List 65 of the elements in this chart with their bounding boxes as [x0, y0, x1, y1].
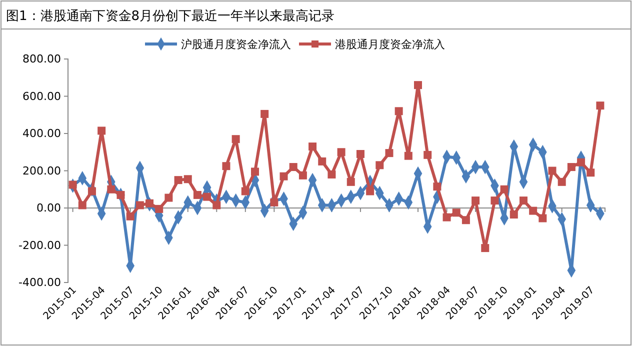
point [404, 152, 412, 160]
legend-label: 沪股通月度资金净流入 [181, 38, 291, 51]
point [260, 110, 269, 118]
point [298, 171, 307, 180]
point [510, 210, 518, 219]
y-tick-label: -200.00 [18, 238, 61, 252]
point [577, 158, 586, 166]
point [385, 149, 394, 158]
point [433, 182, 442, 191]
point [337, 148, 346, 156]
point [222, 162, 230, 170]
point [280, 172, 288, 180]
y-tick-label: 800.00 [22, 52, 61, 66]
point [136, 201, 144, 210]
point [270, 198, 278, 206]
chart-title: 图1：港股通南下资金8月份创下最近一年半以来最高记录 [6, 8, 335, 24]
point [548, 166, 556, 175]
point [98, 126, 106, 135]
point [232, 135, 240, 144]
point [529, 206, 538, 215]
point [442, 213, 451, 222]
legend-label: 港股通月度资金净流入 [335, 38, 445, 51]
point [184, 175, 192, 184]
point [567, 163, 576, 172]
point [376, 161, 384, 170]
point [414, 81, 422, 90]
point [328, 170, 336, 178]
y-tick-label: 400.00 [22, 127, 61, 140]
point [241, 187, 250, 196]
y-tick-label: 0.00 [36, 202, 61, 215]
point [308, 142, 317, 151]
point [356, 150, 364, 158]
point [212, 201, 221, 210]
point [126, 212, 134, 220]
point [68, 180, 77, 189]
point [519, 196, 528, 205]
point [78, 201, 86, 210]
point [193, 190, 202, 199]
point [318, 157, 326, 166]
point [394, 107, 403, 116]
point [289, 163, 298, 172]
point [346, 178, 355, 186]
point [107, 185, 116, 194]
point [424, 150, 432, 159]
point [203, 192, 212, 201]
point [490, 196, 499, 205]
point [366, 187, 374, 196]
point [164, 194, 173, 202]
point [250, 168, 259, 176]
point [538, 214, 547, 222]
point [155, 204, 164, 213]
point [481, 244, 490, 252]
y-tick-label: 600.00 [22, 90, 61, 103]
point [452, 208, 460, 217]
point [596, 102, 604, 110]
point [174, 176, 182, 184]
point [116, 190, 125, 199]
point [558, 178, 566, 186]
point [500, 185, 508, 194]
point [462, 216, 470, 224]
point [472, 196, 480, 205]
point [586, 168, 595, 177]
point [146, 199, 154, 208]
y-tick-label: 200.00 [22, 164, 61, 178]
y-tick-label: -400.00 [18, 276, 61, 290]
